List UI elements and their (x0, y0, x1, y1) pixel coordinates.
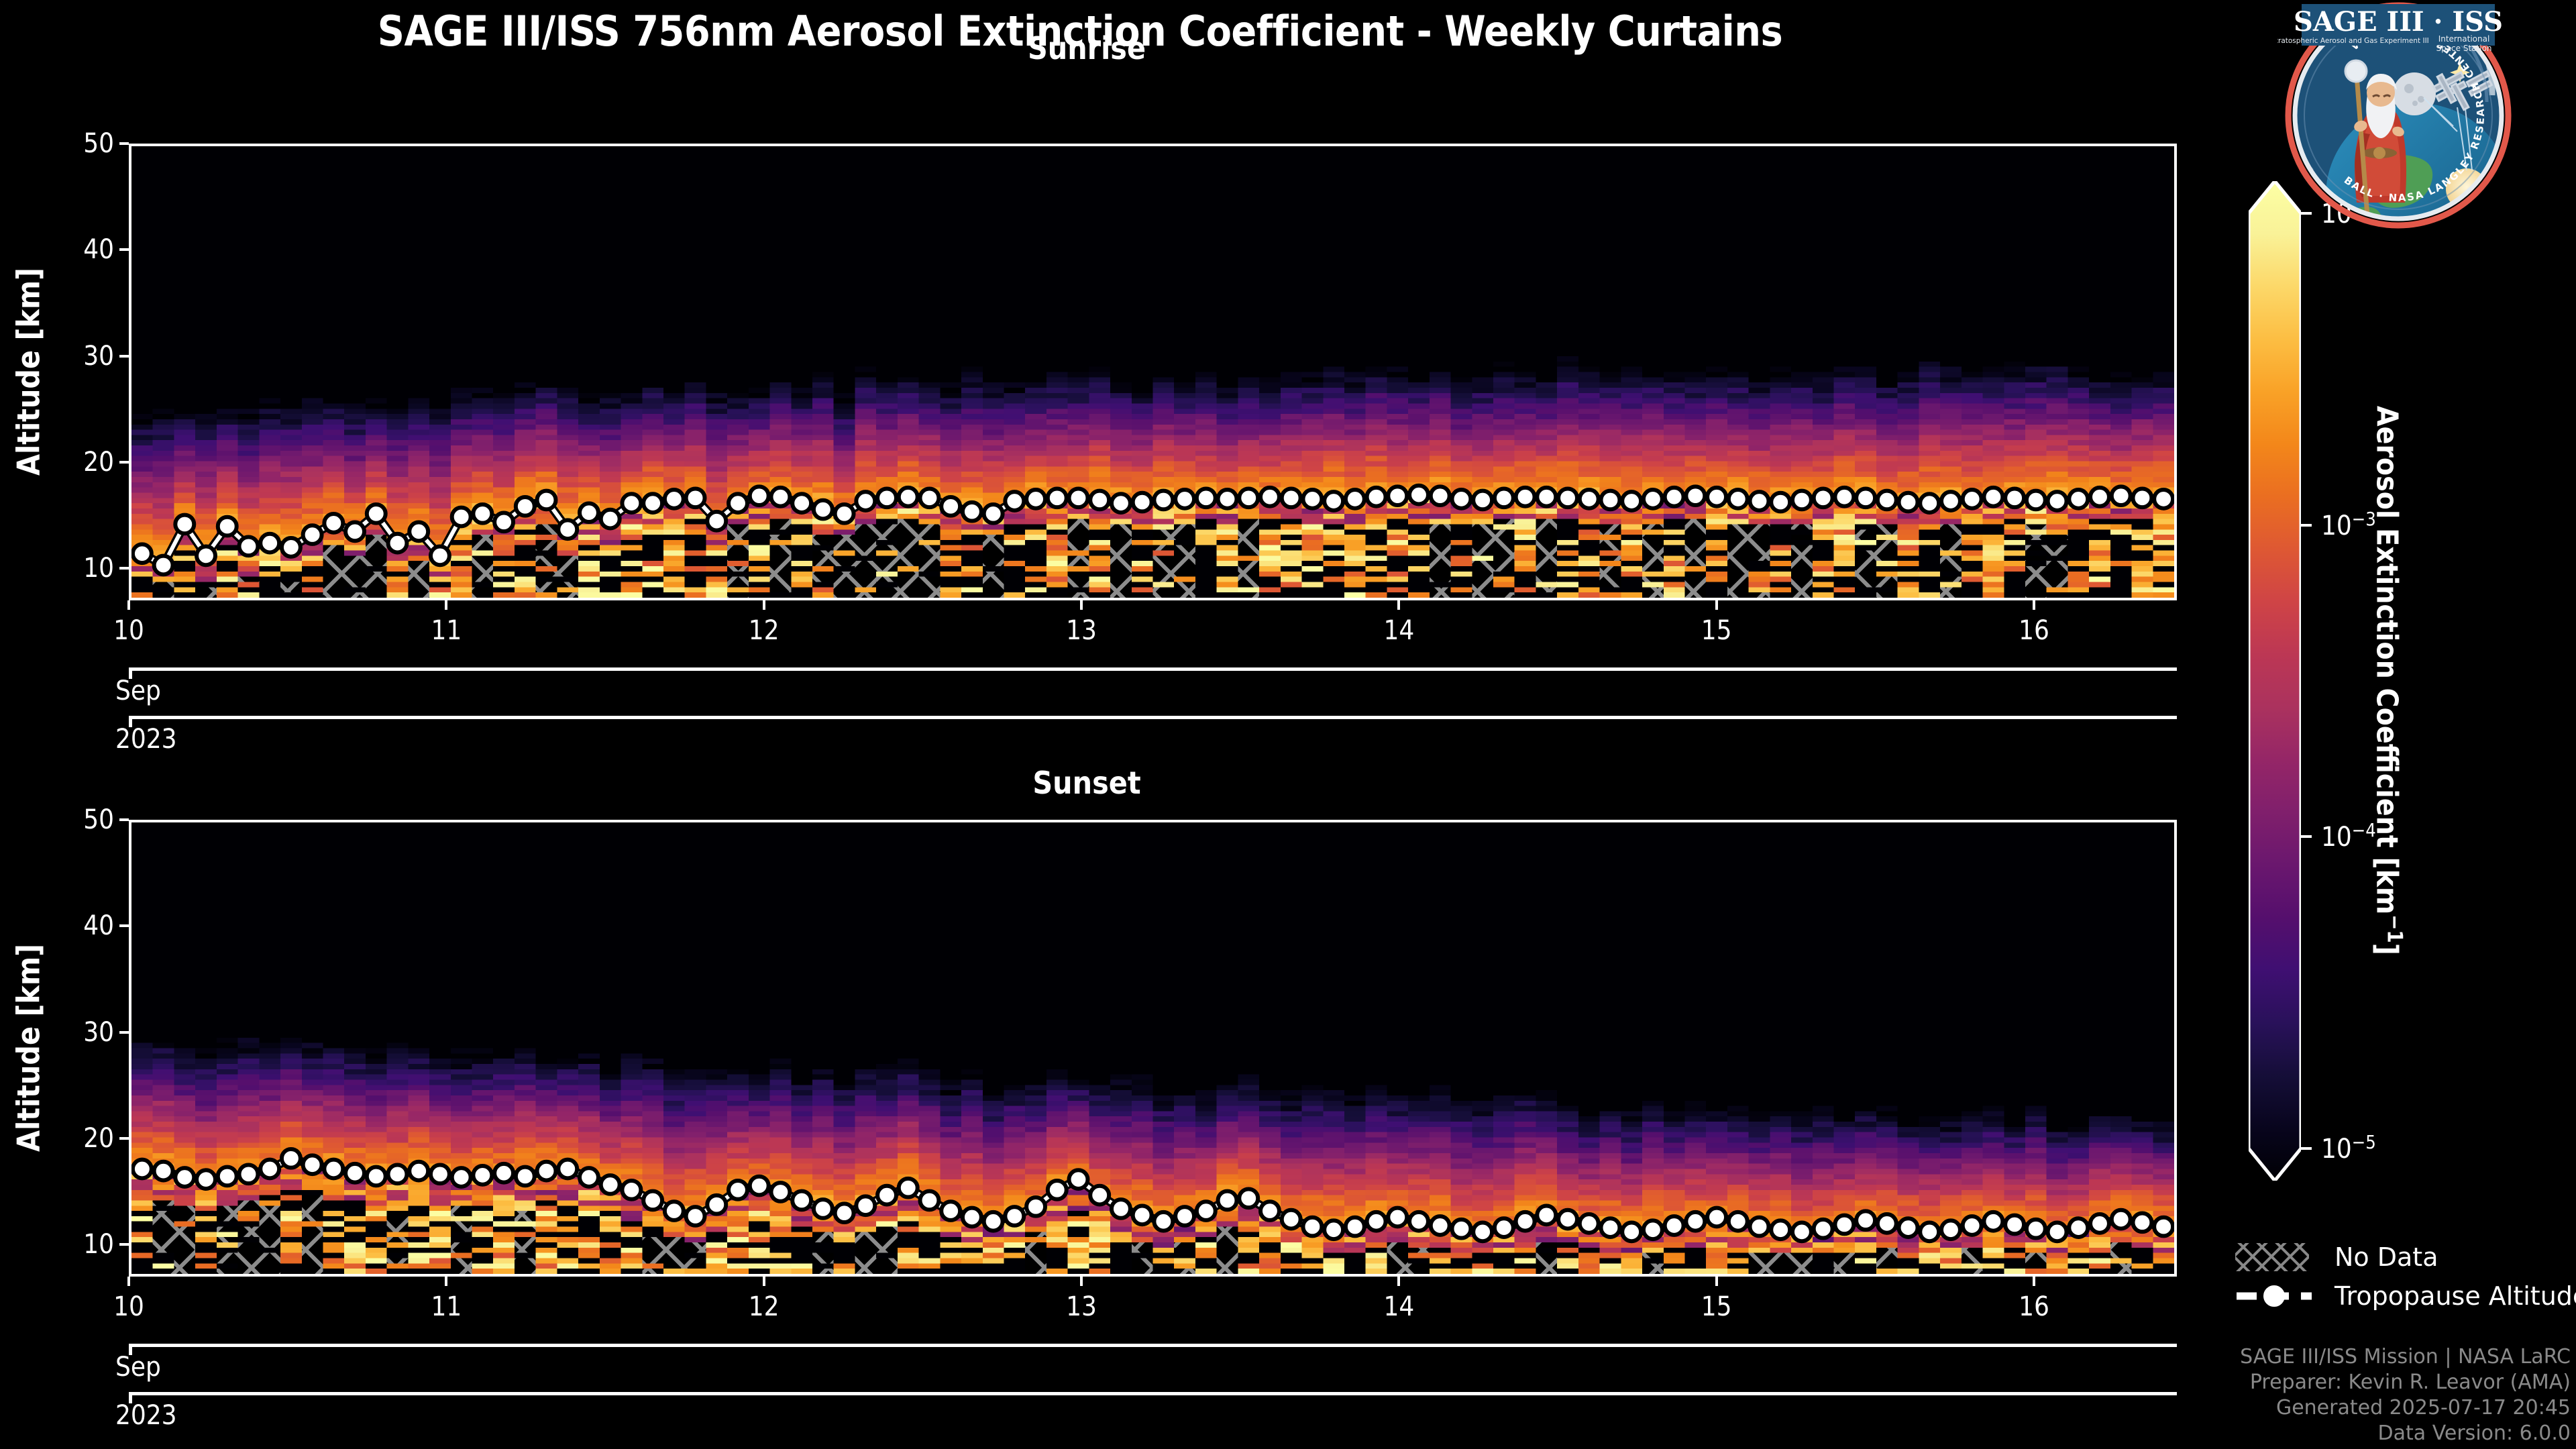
y-tick-label: 30 (83, 340, 114, 372)
x-tick-mark (1080, 1277, 1083, 1286)
plot-sunset[interactable] (129, 820, 2177, 1277)
x-tick-mark (1080, 600, 1083, 610)
x-tick-mark (445, 1277, 448, 1286)
y-tick-mark (119, 461, 129, 464)
y-tick-label: 50 (83, 804, 114, 835)
colorbar[interactable]: 10−210−310−410−5 (2249, 181, 2376, 1181)
x-tick-mark (1397, 1277, 1401, 1286)
y-tick-mark (119, 142, 129, 145)
x-tick-label: 15 (1701, 1291, 1732, 1322)
y-tick-mark (119, 1243, 129, 1246)
colorbar-tick-mark (2301, 835, 2312, 839)
x-tick-label: 14 (1383, 615, 1415, 646)
panel-title-sunrise: Sunrise (1027, 30, 1146, 66)
x-tick-mark (1715, 600, 1718, 610)
x-tick-label: 13 (1066, 1291, 1097, 1322)
panel-title-sunset: Sunset (1032, 765, 1141, 801)
date-level-cap-month (129, 1344, 132, 1355)
y-tick-mark (119, 818, 129, 821)
date-level-label-month: Sep (115, 676, 161, 706)
line-marker-icon (2234, 1277, 2314, 1316)
colorbar-label: Aerosol Extinction Coefficient [km−1] (2369, 405, 2407, 955)
tropopause-line-sunrise (131, 146, 2174, 598)
x-tick-label: 12 (748, 1291, 780, 1322)
date-level-cap-year (129, 716, 132, 727)
colorbar-tick-mark (2301, 523, 2312, 527)
x-tick-mark (762, 1277, 765, 1286)
y-tick-mark (119, 924, 129, 928)
y-tick-label: 10 (83, 553, 114, 584)
y-tick-mark (119, 1030, 129, 1034)
footer-line-preparer: Preparer: Kevin R. Leavor (AMA) (2249, 1371, 2571, 1394)
date-level-rule-year (129, 716, 2177, 719)
sage-iii-iss-logo: BALL · NASA LANGLEY RESEARCH CENTER · TA… (2271, 0, 2519, 236)
date-level-label-year: 2023 (115, 724, 177, 755)
y-tick-mark (119, 248, 129, 252)
legend-label-no-data: No Data (2334, 1242, 2438, 1272)
colorbar-tick-label: 10−3 (2321, 508, 2376, 541)
y-tick-label: 20 (83, 447, 114, 478)
x-tick-label: 11 (431, 615, 462, 646)
colorbar-tick-mark (2301, 212, 2312, 215)
x-tick-label: 13 (1066, 615, 1097, 646)
tropopause-line-sunset (131, 822, 2174, 1274)
x-tick-mark (127, 600, 130, 610)
x-tick-mark (445, 600, 448, 610)
x-tick-mark (2033, 600, 2035, 610)
date-level-label-year: 2023 (115, 1400, 177, 1431)
logo-subtitle-left: Stratospheric Aerosol and Gas Experiment… (2277, 37, 2429, 45)
x-tick-label: 12 (748, 615, 780, 646)
colorbar-gradient (2249, 181, 2301, 1181)
logo-title: SAGE III · ISS (2294, 6, 2503, 38)
y-tick-label: 40 (83, 234, 114, 266)
x-tick-label: 16 (2019, 1291, 2049, 1322)
x-tick-label: 11 (431, 1291, 462, 1322)
y-tick-mark (119, 567, 129, 570)
y-tick-mark (119, 354, 129, 358)
date-level-rule-year (129, 1392, 2177, 1395)
y-axis-label-sunset: Altitude [km] (10, 943, 46, 1152)
x-tick-label: 10 (113, 615, 144, 646)
colorbar-tick-label: 10−4 (2321, 820, 2376, 853)
y-tick-label: 50 (83, 128, 114, 159)
plot-sunrise[interactable] (129, 144, 2177, 600)
footer-line-mission: SAGE III/ISS Mission | NASA LaRC (2240, 1345, 2571, 1368)
y-tick-mark (119, 1137, 129, 1140)
y-tick-label: 40 (83, 910, 114, 942)
logo-subtitle-right-1: International (2438, 34, 2490, 44)
y-tick-label: 30 (83, 1016, 114, 1048)
x-tick-mark (762, 600, 765, 610)
colorbar-tick-mark (2301, 1147, 2312, 1150)
page-title: SAGE III/ISS 756nm Aerosol Extinction Co… (377, 7, 1783, 56)
legend-label-tropopause: Tropopause Altitude (2334, 1281, 2576, 1311)
x-tick-mark (1397, 600, 1401, 610)
hatch-swatch-icon (2234, 1238, 2314, 1277)
colorbar-tick-label: 10−5 (2321, 1132, 2376, 1165)
logo-subtitle-right-2: Space Station (2436, 44, 2491, 53)
x-tick-mark (127, 1277, 130, 1286)
y-axis-label-sunrise: Altitude [km] (10, 267, 46, 476)
heatmap-sunset (131, 822, 2174, 1274)
date-level-cap-month (129, 667, 132, 679)
date-level-rule-month (129, 667, 2177, 671)
y-tick-label: 20 (83, 1123, 114, 1155)
x-tick-label: 14 (1383, 1291, 1415, 1322)
x-tick-label: 10 (113, 1291, 144, 1322)
y-tick-label: 10 (83, 1229, 114, 1260)
footer-line-version: Data Version: 6.0.0 (2377, 1421, 2571, 1445)
date-level-rule-month (129, 1344, 2177, 1347)
x-tick-mark (1715, 1277, 1718, 1286)
x-tick-label: 15 (1701, 615, 1732, 646)
date-level-label-month: Sep (115, 1352, 161, 1383)
x-tick-mark (2033, 1277, 2035, 1286)
x-tick-label: 16 (2019, 615, 2049, 646)
date-level-cap-year (129, 1392, 132, 1403)
footer-line-generated: Generated 2025-07-17 20:45 (2275, 1396, 2571, 1419)
footer-credits: SAGE III/ISS Mission | NASA LaRC Prepare… (2240, 1344, 2571, 1446)
heatmap-sunrise (131, 146, 2174, 598)
